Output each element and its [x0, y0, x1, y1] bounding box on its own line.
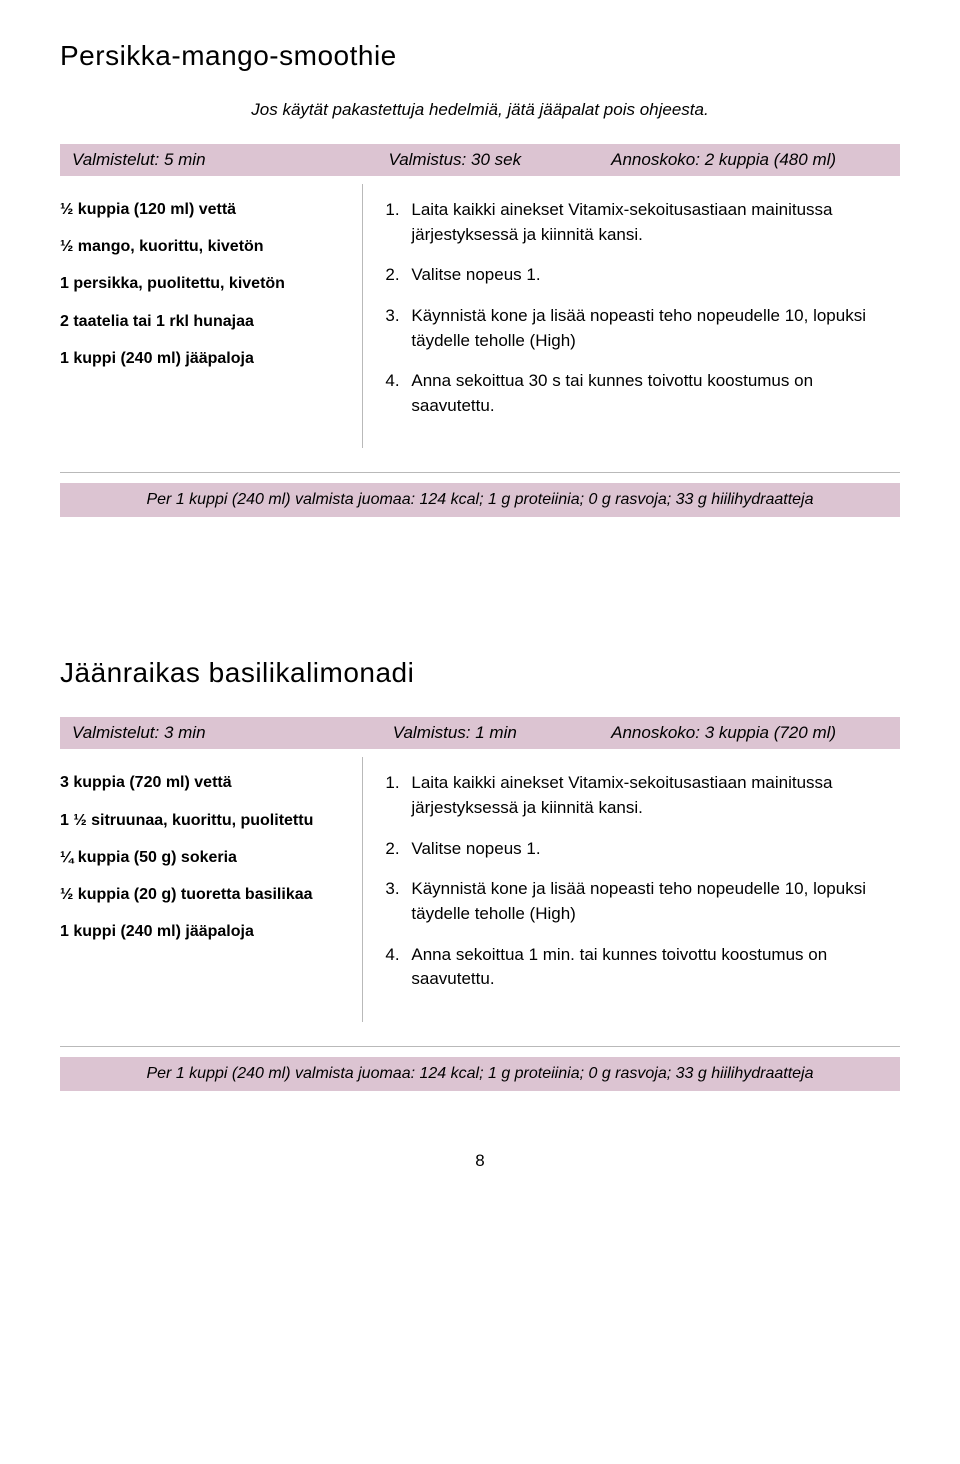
step-item: Käynnistä kone ja lisää nopeasti teho no… — [385, 304, 892, 353]
ingredient-item: ½ kuppia (120 ml) vettä — [60, 198, 346, 221]
ingredient-item: 1 ½ sitruunaa, kuorittu, puolitettu — [60, 809, 346, 832]
steps-list: Laita kaikki ainekset Vitamix-sekoitusas… — [363, 184, 900, 448]
recipe-body: 3 kuppia (720 ml) vettä 1 ½ sitruunaa, k… — [60, 757, 900, 1021]
ingredient-item: 1 persikka, puolitettu, kivetön — [60, 272, 346, 295]
info-make: Valmistus: 1 min — [362, 717, 547, 749]
ingredient-item: ½ kuppia (20 g) tuoretta basilikaa — [60, 883, 346, 906]
steps-list: Laita kaikki ainekset Vitamix-sekoitusas… — [363, 757, 900, 1021]
step-item: Laita kaikki ainekset Vitamix-sekoitusas… — [385, 771, 892, 820]
step-item: Anna sekoittua 1 min. tai kunnes toivott… — [385, 943, 892, 992]
step-item: Valitse nopeus 1. — [385, 837, 892, 862]
nutrition-divider — [60, 1046, 900, 1047]
info-prep: Valmistelut: 5 min — [60, 144, 362, 176]
nutrition-section: Per 1 kuppi (240 ml) valmista juomaa: 12… — [60, 1046, 900, 1091]
info-serve: Annoskoko: 2 kuppia (480 ml) — [547, 144, 900, 176]
step-item: Laita kaikki ainekset Vitamix-sekoitusas… — [385, 198, 892, 247]
ingredient-item: ½ mango, kuorittu, kivetön — [60, 235, 346, 258]
recipe-title: Persikka-mango-smoothie — [60, 40, 900, 72]
nutrition-section: Per 1 kuppi (240 ml) valmista juomaa: 12… — [60, 472, 900, 517]
recipe-subtitle: Jos käytät pakastettuja hedelmiä, jätä j… — [60, 100, 900, 120]
step-item: Käynnistä kone ja lisää nopeasti teho no… — [385, 877, 892, 926]
page-number: 8 — [60, 1151, 900, 1171]
info-bar: Valmistelut: 5 min Valmistus: 30 sek Ann… — [60, 144, 900, 176]
step-item: Anna sekoittua 30 s tai kunnes toivottu … — [385, 369, 892, 418]
info-make: Valmistus: 30 sek — [362, 144, 547, 176]
recipe-1: Persikka-mango-smoothie Jos käytät pakas… — [60, 40, 900, 517]
nutrition-text: Per 1 kuppi (240 ml) valmista juomaa: 12… — [60, 483, 900, 517]
info-bar: Valmistelut: 3 min Valmistus: 1 min Anno… — [60, 717, 900, 749]
step-item: Valitse nopeus 1. — [385, 263, 892, 288]
ingredient-item: ¼ kuppia (50 g) sokeria — [60, 846, 346, 869]
recipe-2: Jäänraikas basilikalimonadi Valmistelut:… — [60, 657, 900, 1090]
info-serve: Annoskoko: 3 kuppia (720 ml) — [547, 717, 900, 749]
ingredients-list: ½ kuppia (120 ml) vettä ½ mango, kuoritt… — [60, 184, 362, 448]
ingredients-list: 3 kuppia (720 ml) vettä 1 ½ sitruunaa, k… — [60, 757, 362, 1021]
info-prep: Valmistelut: 3 min — [60, 717, 362, 749]
ingredient-item: 1 kuppi (240 ml) jääpaloja — [60, 920, 346, 943]
nutrition-text: Per 1 kuppi (240 ml) valmista juomaa: 12… — [60, 1057, 900, 1091]
recipe-body: ½ kuppia (120 ml) vettä ½ mango, kuoritt… — [60, 184, 900, 448]
recipe-title: Jäänraikas basilikalimonadi — [60, 657, 900, 689]
ingredient-item: 2 taatelia tai 1 rkl hunajaa — [60, 310, 346, 333]
ingredient-item: 1 kuppi (240 ml) jääpaloja — [60, 347, 346, 370]
ingredient-item: 3 kuppia (720 ml) vettä — [60, 771, 346, 794]
nutrition-divider — [60, 472, 900, 473]
